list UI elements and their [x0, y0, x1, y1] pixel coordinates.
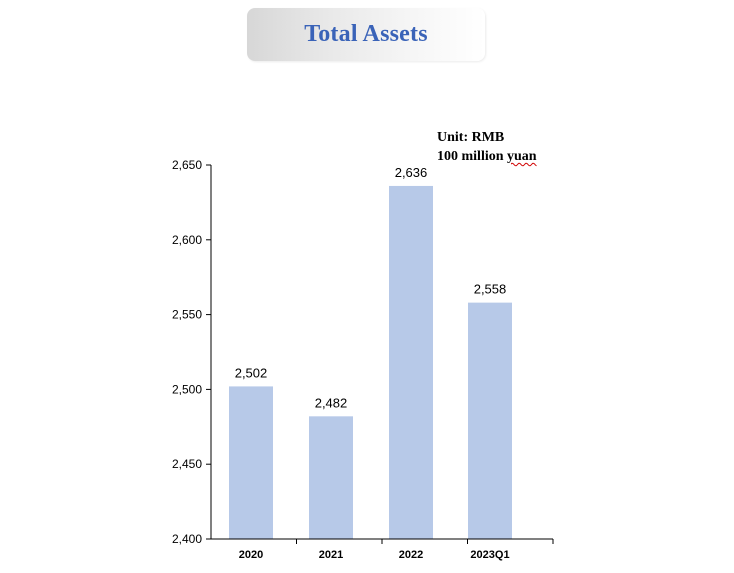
unit-note-line2: 100 million yuan — [437, 147, 537, 166]
y-tick-label: 2,450 — [172, 457, 202, 471]
bar-2023q1 — [468, 302, 512, 539]
y-tick-label: 2,500 — [172, 382, 202, 396]
y-tick-label: 2,600 — [172, 233, 202, 247]
x-category-label: 2023Q1 — [470, 549, 509, 561]
x-category-label: 2021 — [319, 549, 343, 561]
y-tick-label: 2,650 — [172, 158, 202, 172]
x-category-label: 2020 — [239, 549, 263, 561]
bar-2020 — [229, 386, 273, 539]
bar-value-label: 2,558 — [474, 282, 507, 297]
y-tick-label: 2,400 — [172, 532, 202, 546]
chart-title-box: Total Assets — [247, 8, 485, 61]
unit-note-line1: Unit: RMB — [437, 130, 505, 145]
unit-note: Unit: RMB 100 million yuan — [437, 128, 537, 166]
bar-2022 — [389, 185, 433, 539]
y-tick-label: 2,550 — [172, 308, 202, 322]
bar-value-label: 2,502 — [235, 365, 268, 380]
unit-note-line2-word: yuan — [507, 149, 537, 164]
unit-note-line2-prefix: 100 million — [437, 149, 508, 164]
chart-title: Total Assets — [304, 21, 428, 47]
bar-value-label: 2,636 — [395, 165, 428, 180]
x-category-label: 2022 — [399, 549, 423, 561]
bar-2021 — [309, 416, 353, 539]
bar-value-label: 2,482 — [315, 395, 348, 410]
